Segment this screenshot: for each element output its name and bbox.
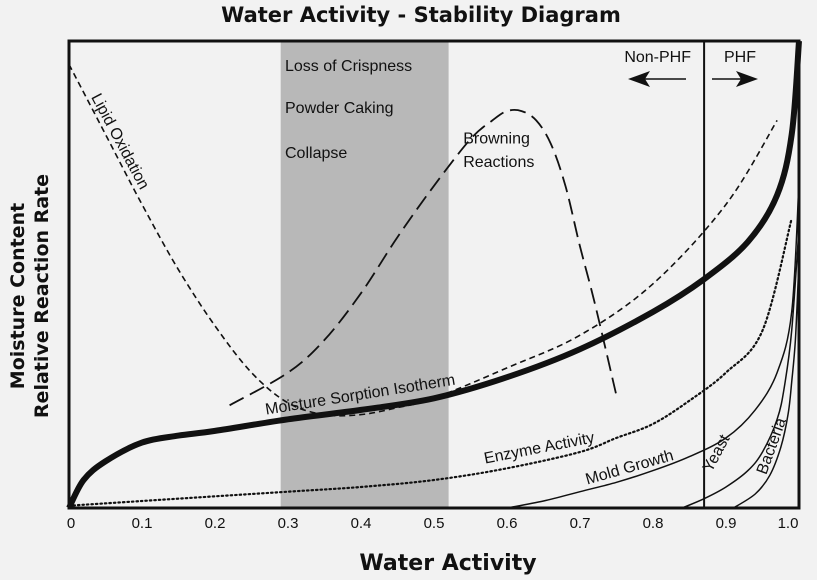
chart-title: Water Activity - Stability Diagram [221,3,621,27]
x-tick-label: 0.1 [132,515,153,532]
x-tick-labels: 0 0.1 0.2 0.3 0.4 0.5 0.6 0.7 0.8 0.9 1.0 [67,515,799,532]
left-arrow-icon [628,71,686,87]
series-mold-growth [506,181,800,509]
x-tick-label: 0.6 [497,515,518,532]
x-tick-label: 0.9 [716,515,737,532]
x-tick-label: 0.2 [205,515,226,532]
series-yeast [681,227,800,509]
shaded-label-crispness: Loss of Crispness [285,58,412,75]
annotation-reactions: Reactions [463,154,534,171]
x-tick-label: 0.3 [278,515,299,532]
phf-label: PHF [724,49,756,66]
x-tick-label: 0 [67,515,75,532]
x-tick-label: 1.0 [778,515,799,532]
series-lipid-oxidation [68,64,778,417]
x-tick-label: 0.8 [643,515,664,532]
annotation-lipid-oxidation: Lipid Oxidation [87,91,152,192]
y-axis-title-line-2: Relative Reaction Rate [31,174,53,418]
y-axis-title-line-1: Moisture Content [7,203,29,389]
shaded-label-collapse: Collapse [285,145,347,162]
series-layer [66,40,802,510]
non-phf-label: Non-PHF [624,49,691,66]
plot-frame [67,39,801,510]
series-enzyme-activity [67,217,793,507]
right-arrow-icon [712,71,758,87]
x-tick-label: 0.7 [570,515,591,532]
series-bacteria [732,260,800,509]
x-tick-label: 0.5 [424,515,445,532]
shaded-region [280,41,449,508]
series-browning-reactions [229,109,618,407]
shaded-label-caking: Powder Caking [285,100,394,117]
x-axis-title: Water Activity [359,551,536,576]
annotation-bacteria: Bacteria [754,416,790,477]
annotation-browning: Browning [463,131,530,148]
x-tick-label: 0.4 [351,515,372,532]
